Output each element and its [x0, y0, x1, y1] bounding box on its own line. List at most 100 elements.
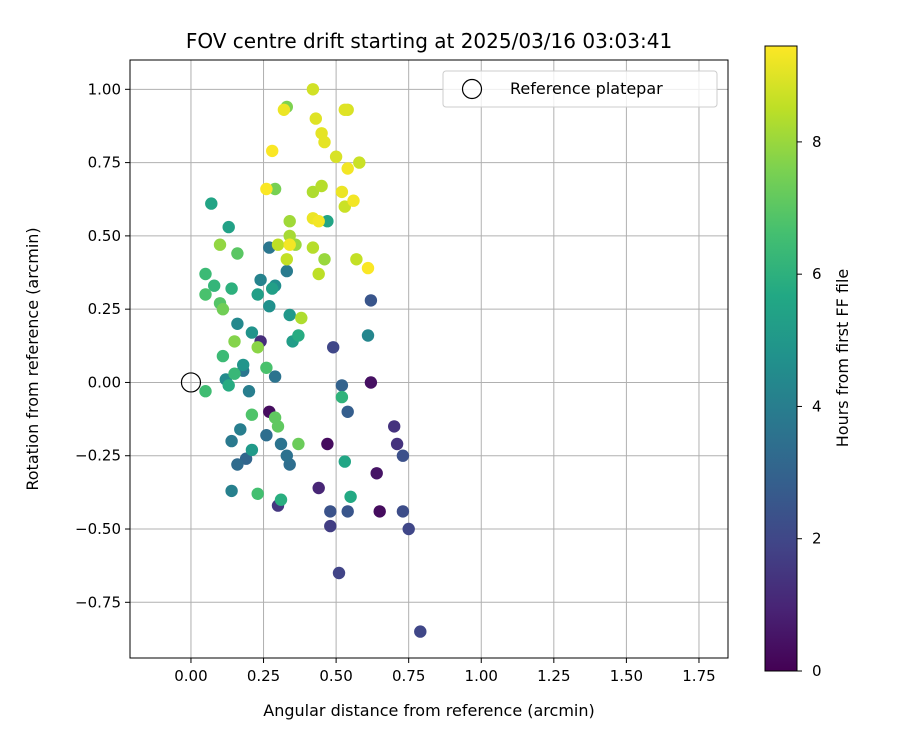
data-point [225, 434, 238, 448]
data-point [292, 329, 305, 342]
data-point [364, 376, 378, 389]
data-point [280, 264, 293, 278]
data-point [332, 566, 346, 580]
reference-platepar-marker [180, 372, 202, 393]
colorbar-label: Hours from first FF file [833, 269, 852, 448]
data-point [283, 238, 296, 251]
data-point [388, 420, 401, 433]
x-tick-label: 1.00 [465, 667, 498, 685]
data-point [321, 437, 334, 451]
data-point [353, 156, 366, 169]
x-axis-ticks: 0.00 0.25 0.50 0.75 1.00 1.25 1.50 1.75 [174, 658, 716, 685]
legend-box [442, 70, 718, 108]
data-point [237, 358, 250, 372]
data-point [338, 200, 351, 213]
data-point [274, 493, 288, 506]
data-point [231, 317, 244, 330]
data-point [361, 329, 375, 342]
legend-label-reference: Reference platepar [510, 79, 663, 98]
x-tick-label: 0.00 [174, 667, 207, 685]
data-point [306, 83, 320, 96]
data-point [315, 179, 328, 193]
data-point [309, 112, 322, 125]
data-point [329, 150, 343, 163]
data-point [280, 253, 293, 266]
y-tick-label: 1.00 [88, 80, 121, 98]
data-point [324, 505, 337, 518]
plot-frame [129, 59, 729, 659]
colorbar-tick-label: 2 [812, 530, 822, 548]
data-point [274, 437, 288, 451]
y-axis-ticks: −0.75 −0.50 −0.25 0.00 0.25 0.50 0.75 1.00 [75, 80, 130, 611]
colorbar-tick-label: 0 [812, 662, 822, 680]
data-point [271, 420, 285, 433]
data-point [283, 229, 296, 243]
y-tick-label: 0.50 [88, 227, 121, 245]
data-point [228, 335, 241, 348]
data-point [234, 423, 247, 436]
data-point [335, 379, 349, 392]
legend: Reference platepar [442, 70, 718, 108]
data-point [283, 215, 296, 228]
data-point [266, 282, 279, 295]
data-point [245, 443, 259, 457]
chart-title: FOV centre drift starting at 2025/03/16 … [186, 29, 672, 53]
y-tick-label: 0.25 [88, 300, 121, 318]
data-point [263, 300, 276, 313]
data-point [312, 267, 325, 281]
data-point [338, 103, 351, 117]
data-point [318, 135, 331, 149]
data-point [225, 282, 238, 295]
data-point [338, 455, 351, 468]
colorbar: 0 2 4 6 8 Hours from first FF file [764, 45, 852, 680]
data-point [350, 253, 363, 266]
data-point [245, 326, 259, 339]
x-tick-label: 1.75 [682, 667, 715, 685]
data-point [260, 429, 273, 442]
data-point [280, 449, 293, 462]
data-point [335, 185, 349, 199]
data-point [216, 303, 230, 316]
data-point [364, 294, 378, 307]
data-point [292, 437, 305, 451]
y-tick-label: −0.75 [75, 593, 121, 611]
y-tick-label: −0.50 [75, 520, 121, 538]
colorbar-ticks: 0 2 4 6 8 [797, 133, 822, 680]
data-point [268, 370, 282, 383]
data-point [228, 367, 241, 380]
data-point [312, 481, 325, 495]
data-point [370, 467, 383, 480]
data-point [222, 379, 235, 392]
data-point [312, 215, 325, 228]
data-point [361, 261, 375, 275]
data-point [295, 311, 308, 325]
x-axis-label: Angular distance from reference (arcmin) [263, 701, 594, 720]
data-point [306, 185, 320, 199]
data-point [277, 103, 291, 117]
data-point [231, 458, 244, 471]
data-point [245, 408, 259, 421]
y-axis-label: Rotation from reference (arcmin) [23, 227, 42, 490]
data-point [271, 238, 285, 251]
data-point [231, 247, 244, 260]
reference-marker [180, 372, 202, 393]
data-point [268, 182, 282, 196]
scatter-points [199, 83, 427, 638]
data-point [254, 273, 267, 287]
colorbar-tick-label: 6 [812, 265, 822, 283]
data-point [266, 144, 279, 158]
data-point [324, 519, 337, 533]
colorbar-gradient [764, 45, 798, 672]
x-tick-label: 1.25 [537, 667, 570, 685]
data-point [242, 385, 256, 398]
data-point [344, 490, 357, 503]
data-point [239, 452, 253, 465]
data-point [373, 505, 386, 518]
legend-marker-reference [461, 78, 483, 100]
data-point [306, 241, 320, 254]
data-point [251, 341, 264, 354]
data-point [199, 267, 212, 281]
data-point [216, 349, 230, 363]
data-point [251, 487, 264, 500]
